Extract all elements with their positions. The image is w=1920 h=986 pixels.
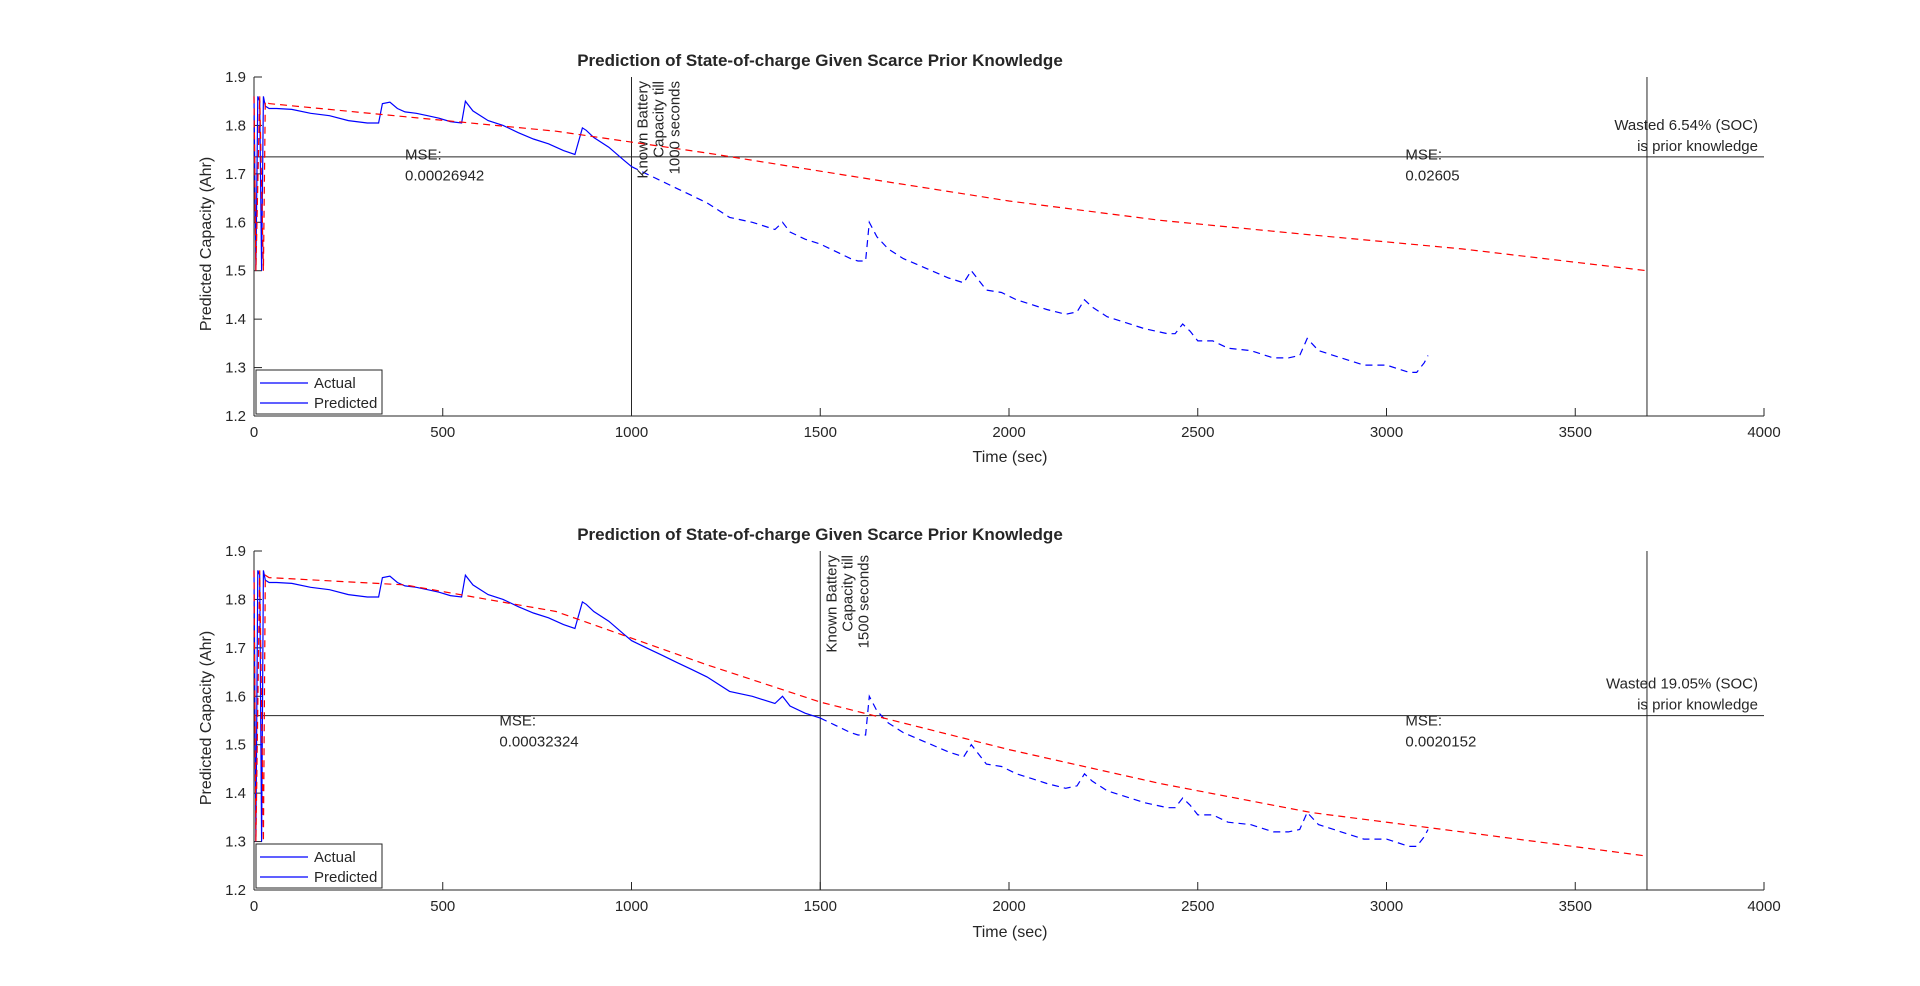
mse-known-label: MSE: 0.00026942 (405, 146, 484, 184)
known-capacity-label-line: 1500 seconds (855, 555, 872, 648)
y-axis-label: Predicted Capacity (Ahr) (198, 631, 215, 805)
wasted-soc-label: Wasted 19.05% (SOC) is prior knowledge (1606, 676, 1758, 714)
y-tick-label: 1.8 (225, 117, 246, 134)
chart-title: Prediction of State-of-charge Given Scar… (577, 525, 1063, 544)
wasted-soc-label-line: Wasted 19.05% (SOC) (1606, 676, 1758, 693)
mse-known-label-line: 0.00026942 (405, 167, 484, 184)
chart-title: Prediction of State-of-charge Given Scar… (577, 51, 1063, 70)
x-tick-label: 3500 (1559, 424, 1592, 441)
legend-box (255, 843, 383, 889)
y-tick-label: 1.7 (225, 640, 246, 657)
series-predicted (253, 570, 1648, 857)
known-capacity-label-line: Capacity till (839, 555, 856, 632)
wasted-soc-label-line: Wasted 6.54% (SOC) (1614, 117, 1758, 134)
x-tick-label: 3000 (1370, 424, 1403, 441)
x-tick-label: 3500 (1559, 898, 1592, 915)
legend-entry: Actual (314, 849, 356, 866)
chart-top: Prediction of State-of-charge Given Scar… (198, 51, 1781, 466)
mse-prediction-label-line: 0.02605 (1405, 167, 1459, 184)
x-tick-label: 2500 (1181, 424, 1214, 441)
y-tick-label: 1.3 (225, 360, 246, 377)
y-tick-label: 1.5 (225, 263, 246, 280)
y-tick-label: 1.6 (225, 688, 246, 705)
y-tick-label: 1.6 (225, 214, 246, 231)
known-capacity-label-line: 1000 seconds (667, 81, 684, 174)
known-capacity-label-line: Known Battery (635, 81, 652, 179)
x-tick-label: 1000 (615, 898, 648, 915)
wasted-soc-label: Wasted 6.54% (SOC) is prior knowledge (1614, 117, 1758, 155)
x-tick-label: 2000 (992, 424, 1025, 441)
y-tick-label: 1.4 (225, 785, 246, 802)
series-predicted (253, 96, 1648, 272)
y-tick-label: 1.7 (225, 166, 246, 183)
x-tick-label: 0 (250, 898, 258, 915)
series-actual-known (253, 570, 821, 842)
x-tick-label: 500 (430, 424, 455, 441)
y-tick-label: 1.3 (225, 834, 246, 851)
known-capacity-label: Known BatteryCapacity till1500 seconds (823, 555, 872, 653)
chart-bottom: Prediction of State-of-charge Given Scar… (198, 525, 1781, 941)
mse-known-label-line: MSE: (499, 712, 536, 729)
x-tick-label: 1000 (615, 424, 648, 441)
x-tick-label: 1500 (804, 424, 837, 441)
mse-prediction-label-line: MSE: (1405, 712, 1442, 729)
mse-prediction-label-line: 0.0020152 (1405, 733, 1476, 750)
series-actual-unknown (820, 694, 1429, 847)
known-capacity-label-line: Capacity till (651, 81, 668, 158)
y-axis-label: Predicted Capacity (Ahr) (198, 157, 215, 331)
x-tick-label: 2500 (1181, 898, 1214, 915)
series-actual-unknown (631, 166, 1429, 373)
legend: Actual Predicted (255, 369, 383, 415)
y-tick-label: 1.2 (225, 408, 246, 425)
series-actual-known (253, 96, 632, 271)
known-capacity-label-line: Known Battery (823, 555, 840, 653)
wasted-soc-label-line: is prior knowledge (1637, 697, 1758, 714)
y-tick-label: 1.5 (225, 737, 246, 754)
y-tick-label: 1.9 (225, 543, 246, 560)
mse-known-label: MSE: 0.00032324 (499, 712, 578, 750)
legend: Actual Predicted (255, 843, 383, 889)
x-tick-label: 500 (430, 898, 455, 915)
wasted-soc-label-line: is prior knowledge (1637, 138, 1758, 155)
legend-box (255, 369, 383, 415)
y-tick-label: 1.9 (225, 69, 246, 86)
y-tick-label: 1.4 (225, 311, 246, 328)
x-tick-label: 3000 (1370, 898, 1403, 915)
x-tick-label: 4000 (1747, 424, 1780, 441)
y-tick-label: 1.2 (225, 882, 246, 899)
mse-prediction-label: MSE: 0.02605 (1405, 146, 1459, 184)
legend-entry: Predicted (314, 395, 377, 412)
x-tick-label: 0 (250, 424, 258, 441)
y-tick-label: 1.8 (225, 591, 246, 608)
known-capacity-label: Known BatteryCapacity till1000 seconds (635, 81, 684, 179)
mse-prediction-label: MSE: 0.0020152 (1405, 712, 1476, 750)
x-axis-label: Time (sec) (973, 924, 1048, 941)
legend-entry: Predicted (314, 869, 377, 886)
mse-known-label-line: 0.00032324 (499, 733, 578, 750)
mse-prediction-label-line: MSE: (1405, 146, 1442, 163)
x-tick-label: 1500 (804, 898, 837, 915)
legend-entry: Actual (314, 375, 356, 392)
x-axis-label: Time (sec) (973, 449, 1048, 466)
x-tick-label: 2000 (992, 898, 1025, 915)
x-tick-label: 4000 (1747, 898, 1780, 915)
mse-known-label-line: MSE: (405, 146, 442, 163)
